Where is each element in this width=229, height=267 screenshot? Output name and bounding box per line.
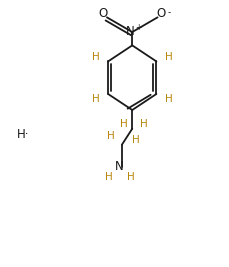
Text: N: N: [125, 25, 134, 38]
Text: H: H: [139, 119, 147, 129]
Text: H: H: [91, 52, 99, 62]
Text: H: H: [127, 172, 134, 182]
Text: H: H: [91, 94, 99, 104]
Text: H: H: [164, 94, 172, 104]
Text: O: O: [98, 7, 108, 20]
Text: H: H: [131, 135, 139, 145]
Text: N: N: [115, 160, 123, 173]
Text: O: O: [156, 7, 165, 20]
Text: H: H: [120, 119, 128, 129]
Text: +: +: [134, 23, 141, 32]
Text: H·: H·: [17, 128, 29, 141]
Text: -: -: [167, 8, 170, 17]
Text: H: H: [106, 131, 114, 141]
Text: H: H: [164, 52, 172, 62]
Text: H: H: [104, 172, 112, 182]
